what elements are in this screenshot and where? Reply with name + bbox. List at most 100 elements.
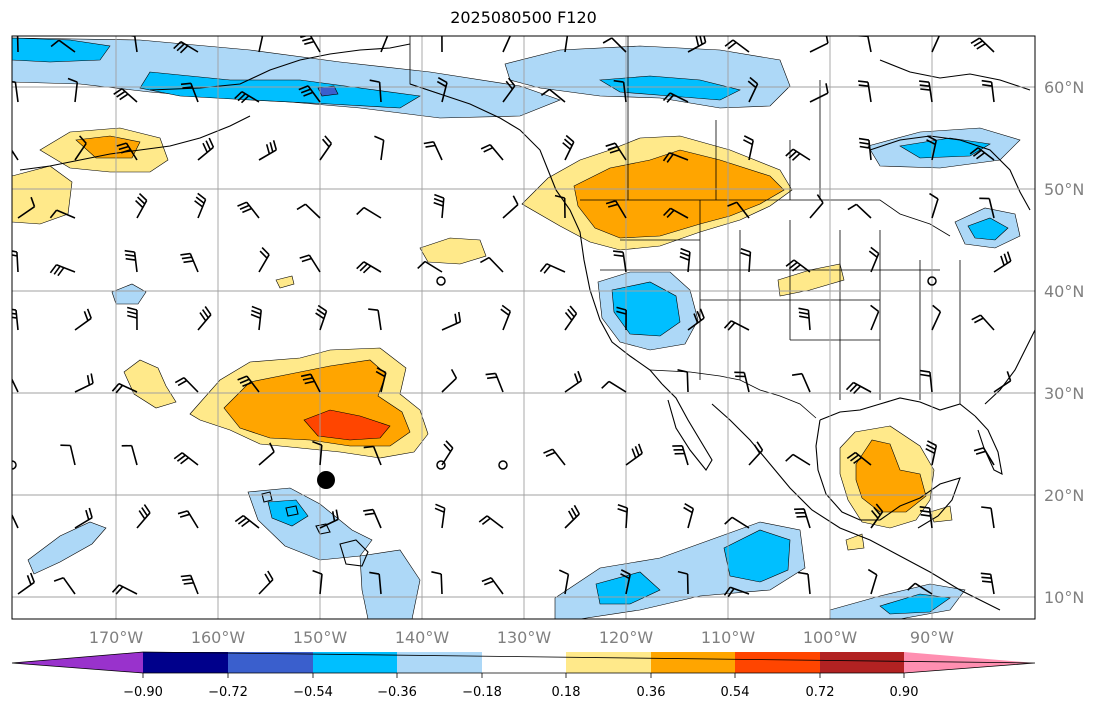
wind-barb: [485, 372, 504, 393]
wind-barb: [791, 372, 811, 393]
colorbar-tick-label: 0.18: [552, 685, 581, 700]
wind-barb: [679, 247, 691, 273]
wind-barb: [12, 513, 19, 529]
coastline-arctic-islands: [879, 59, 1031, 91]
wind-barb: [74, 507, 93, 529]
island-oahu: [285, 505, 299, 517]
wind-barb: [931, 36, 941, 53]
colorbar-bin: [482, 652, 566, 673]
wind-barb: [431, 571, 443, 595]
wind-barb: [417, 260, 443, 273]
wind-barb: [234, 514, 260, 529]
wind-barb: [368, 308, 382, 331]
wind-barb: [480, 256, 504, 273]
colorbar-bin: [313, 652, 397, 673]
wind-barb: [127, 306, 138, 331]
coastline-yucatan: [879, 477, 961, 529]
wind-barb: [237, 375, 260, 393]
calm-markers: [12, 276, 937, 470]
wind-barb: [867, 568, 878, 595]
wind-barb: [180, 252, 199, 273]
colorbar-tick-label: −0.18: [462, 685, 502, 700]
wind-barb: [677, 369, 689, 393]
lat-label-10n: 10°N: [1044, 588, 1084, 607]
wind-barb: [12, 149, 19, 161]
wind-barb: [785, 453, 811, 466]
wind-barb: [625, 443, 643, 466]
wind-barb: [315, 304, 328, 331]
wind-barb: [502, 77, 516, 103]
wind-barb: [312, 569, 323, 595]
wind-barb: [296, 203, 321, 219]
wind-barb: [502, 195, 519, 219]
lon-label-130w: 130°W: [497, 628, 552, 647]
negative-core-south-mexico: [879, 593, 951, 615]
wind-barb: [540, 88, 566, 103]
coastline-baja: [661, 383, 713, 471]
wind-barb: [197, 306, 212, 331]
wind-barb: [74, 135, 87, 161]
border-canada-provinces: [627, 36, 821, 200]
wind-barb: [554, 194, 566, 219]
wind-barb: [197, 137, 215, 161]
wind-barb: [723, 586, 750, 598]
wind-barb: [785, 148, 811, 161]
latitude-labels: 60°N 50°N 40°N 30°N 20°N 10°N: [1044, 78, 1084, 607]
wind-barb: [111, 382, 138, 394]
positive-core-pacnw: [573, 149, 785, 239]
wind-barb: [858, 137, 872, 161]
wind-barb: [173, 41, 199, 54]
colorbar-bin: [12, 652, 143, 673]
wind-barb: [601, 380, 627, 393]
wind-barb: [605, 200, 627, 219]
wind-barb: [846, 451, 872, 466]
wind-barb: [929, 192, 939, 219]
wind-barb: [845, 381, 872, 395]
colorbar: −0.90 −0.72 −0.54 −0.36 −0.18 0.18 0.36 …: [11, 651, 1036, 700]
wind-barb: [971, 314, 995, 331]
negative-core-east-tropics-2: [723, 529, 791, 583]
wind-barb: [49, 264, 76, 277]
wind-barb: [180, 82, 199, 103]
positive-core-gulf-mexico: [855, 439, 927, 513]
wind-barb: [743, 135, 754, 161]
colorbar-bin: [397, 652, 482, 673]
wind-barb: [237, 201, 260, 219]
positive-region-tiny-1: [275, 275, 295, 289]
wind-barb: [724, 516, 750, 529]
wind-barb: [194, 192, 207, 219]
colorbar-bin: [820, 652, 904, 673]
calm-circle: [927, 276, 937, 286]
wind-barb: [177, 510, 199, 529]
island-hawaii-big: [339, 539, 369, 567]
map-area: [12, 36, 1035, 619]
wind-barb: [564, 305, 578, 331]
wind-barb: [74, 373, 94, 393]
wind-barb: [868, 246, 880, 273]
wind-barb: [250, 305, 262, 331]
map-frame: [11, 35, 1036, 620]
wind-barb: [173, 452, 199, 466]
wind-barb: [312, 440, 323, 466]
coastline-hudson-bay: [869, 135, 1031, 211]
wind-barb: [564, 36, 569, 53]
wind-barb: [113, 88, 138, 103]
wind-barb: [356, 261, 382, 274]
wind-barb: [12, 308, 19, 331]
wind-barb: [672, 445, 689, 466]
wind-barb: [723, 320, 750, 331]
wind-barb: [12, 377, 19, 393]
map-title: 2025080500 F120: [450, 8, 597, 27]
wind-barb: [434, 503, 446, 529]
wind-barb: [12, 80, 19, 103]
wind-barb: [683, 503, 695, 529]
negative-core-hawaii: [267, 499, 309, 527]
wind-barb: [919, 506, 933, 529]
wind-barb: [870, 503, 884, 529]
wind-barb: [613, 250, 627, 273]
colorbar-tick-label: 0.90: [890, 685, 919, 700]
wind-barb: [687, 308, 705, 331]
wind-barb: [124, 249, 138, 273]
negative-region-gulf-alaska: [12, 37, 561, 119]
border-us-states: [600, 200, 961, 404]
